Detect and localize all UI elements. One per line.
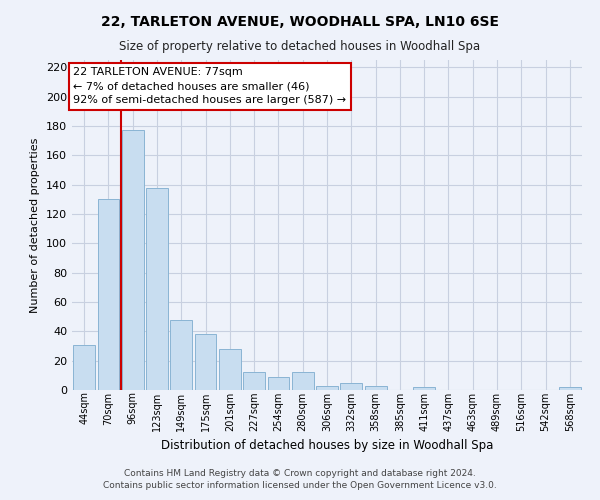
Bar	[170, 320, 192, 390]
Bar	[73, 344, 95, 390]
Bar	[97, 200, 119, 390]
Text: Contains HM Land Registry data © Crown copyright and database right 2024.
Contai: Contains HM Land Registry data © Crown c…	[103, 468, 497, 490]
Bar	[340, 382, 362, 390]
Bar	[292, 372, 314, 390]
Bar	[146, 188, 168, 390]
Text: 22, TARLETON AVENUE, WOODHALL SPA, LN10 6SE: 22, TARLETON AVENUE, WOODHALL SPA, LN10 …	[101, 15, 499, 29]
Bar	[413, 387, 435, 390]
Bar	[194, 334, 217, 390]
Bar	[365, 386, 386, 390]
Bar	[243, 372, 265, 390]
Bar	[316, 386, 338, 390]
Text: 22 TARLETON AVENUE: 77sqm
← 7% of detached houses are smaller (46)
92% of semi-d: 22 TARLETON AVENUE: 77sqm ← 7% of detach…	[73, 68, 346, 106]
Bar	[122, 130, 143, 390]
Text: Size of property relative to detached houses in Woodhall Spa: Size of property relative to detached ho…	[119, 40, 481, 53]
Bar	[559, 387, 581, 390]
Y-axis label: Number of detached properties: Number of detached properties	[31, 138, 40, 312]
X-axis label: Distribution of detached houses by size in Woodhall Spa: Distribution of detached houses by size …	[161, 439, 493, 452]
Bar	[268, 377, 289, 390]
Bar	[219, 349, 241, 390]
